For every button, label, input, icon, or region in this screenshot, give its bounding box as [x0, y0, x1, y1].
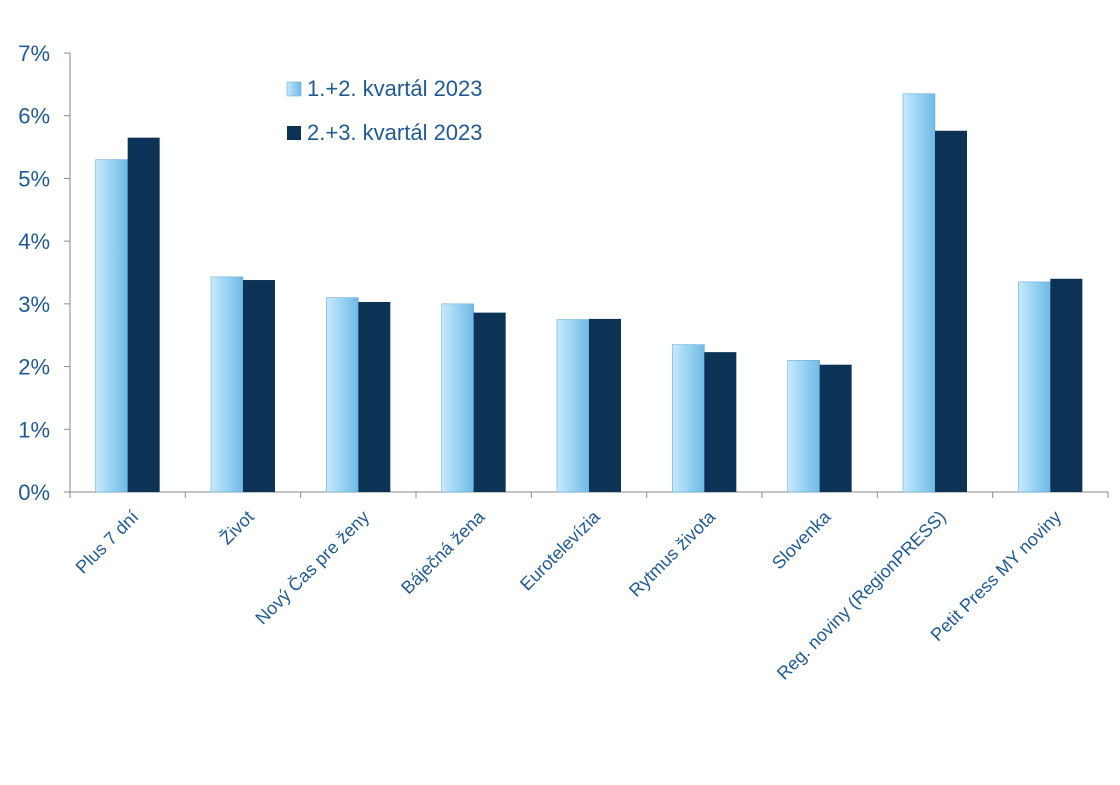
- bar-series-2: [1050, 278, 1083, 492]
- legend-label: 1.+2. kvartál 2023: [307, 76, 483, 101]
- bar-series-2: [473, 312, 506, 492]
- legend-label: 2.+3. kvartál 2023: [307, 120, 483, 145]
- bar-series-2: [819, 364, 852, 492]
- bar-series-1: [672, 344, 705, 493]
- bar-series-1: [210, 276, 244, 493]
- bar-series-2: [704, 352, 737, 492]
- bar-series-1: [1018, 281, 1051, 493]
- x-tick-label: Plus 7 dní: [72, 507, 143, 578]
- legend-swatch: [286, 81, 302, 97]
- legend-swatch: [287, 126, 301, 140]
- bar-series-2: [243, 280, 275, 492]
- y-tick-label: 6%: [18, 104, 50, 129]
- y-tick-label: 3%: [18, 292, 50, 317]
- bar-series-2: [127, 137, 160, 492]
- bar-series-2: [589, 318, 621, 492]
- x-tick-label: Rytmus života: [625, 506, 720, 601]
- y-tick-label: 2%: [18, 355, 50, 380]
- x-tick-label: Eurotelevízia: [516, 506, 604, 594]
- bar-series-1: [902, 93, 936, 493]
- bar-series-1: [95, 159, 128, 493]
- y-tick-label: 7%: [18, 41, 50, 66]
- bar-series-1: [556, 319, 590, 493]
- bar-series-2: [935, 130, 967, 492]
- y-tick-label: 5%: [18, 166, 50, 191]
- bar-series-1: [326, 297, 359, 493]
- x-tick-label: Petit Press MY noviny: [927, 507, 1065, 645]
- bar-series-1: [441, 303, 474, 493]
- x-tick-label: Život: [216, 507, 258, 549]
- y-tick-label: 4%: [18, 229, 50, 254]
- x-tick-label: Báječná žena: [397, 506, 489, 598]
- bar-series-2: [358, 301, 391, 492]
- y-tick-label: 1%: [18, 417, 50, 442]
- y-tick-label: 0%: [18, 480, 50, 505]
- bars: [95, 93, 1083, 493]
- x-tick-label: Slovenka: [768, 506, 835, 573]
- legend: 1.+2. kvartál 2023 2.+3. kvartál 2023: [286, 76, 483, 145]
- x-tick-label: Nový Čas pre ženy: [251, 506, 373, 628]
- bar-series-1: [787, 359, 820, 493]
